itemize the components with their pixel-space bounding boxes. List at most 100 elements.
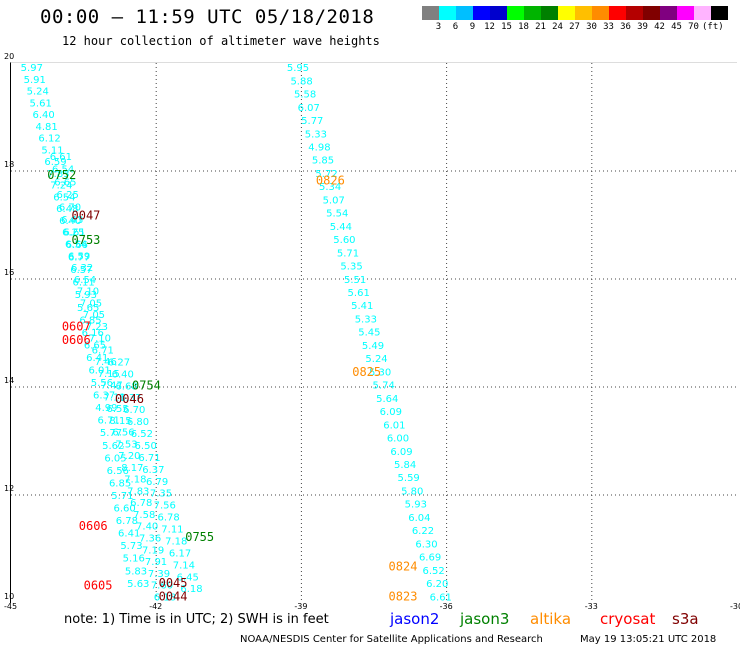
wave-height-value: 6.52 <box>423 566 445 577</box>
wave-height-value: 5.30 <box>369 367 391 378</box>
wave-height-value: 6.09 <box>380 407 402 418</box>
satellite-label: jason3 <box>460 610 510 628</box>
wave-height-value: 6.37 <box>93 391 115 402</box>
wave-height-value: 5.11 <box>41 145 63 156</box>
wave-height-value: 6.20 <box>426 579 448 590</box>
legend-swatch <box>490 6 507 20</box>
legend-swatch <box>558 6 575 20</box>
wave-height-value: 7.11 <box>103 392 125 403</box>
wave-height-value: 6.00 <box>387 434 409 445</box>
wave-height-value: 6.41 <box>118 529 140 540</box>
legend-label: 21 <box>535 22 546 32</box>
legend-label: 24 <box>552 22 563 32</box>
wave-height-value: 4.99 <box>95 403 117 414</box>
wave-height-value: 6.69 <box>419 553 441 564</box>
wave-height-value: 5.41 <box>351 301 373 312</box>
wave-height-value: 5.60 <box>333 235 355 246</box>
wave-height-value: 5.83 <box>125 566 147 577</box>
wave-height-value: 7.05 <box>80 298 102 309</box>
legend-label: 9 <box>469 22 476 32</box>
wave-height-value: 5.62 <box>102 441 124 452</box>
wave-height-value: 6.85 <box>79 315 101 326</box>
wave-height-value: 5.45 <box>358 328 380 339</box>
wave-height-value: 5.80 <box>401 486 423 497</box>
y-tick-label: 18 <box>4 160 15 169</box>
wave-height-value: 5.58 <box>294 90 316 101</box>
wave-height-value: 7.58 <box>133 510 155 521</box>
legend-swatch <box>609 6 626 20</box>
x-tick-label: -39 <box>294 602 308 611</box>
wave-height-value: 7.19 <box>142 545 164 556</box>
wave-height-value: 7.39 <box>148 569 170 580</box>
time-label: 0752 <box>47 168 76 182</box>
wave-height-value: 5.61 <box>30 98 52 109</box>
time-label: 0753 <box>72 233 101 247</box>
time-label: 0605 <box>84 579 113 593</box>
legend-swatch <box>660 6 677 20</box>
time-label: 0047 <box>72 209 101 223</box>
time-label: 0754 <box>132 379 161 393</box>
wave-height-value: 5.51 <box>344 275 366 286</box>
wave-height-value: 6.68 <box>115 381 137 392</box>
wave-height-value: 6.09 <box>390 447 412 458</box>
wave-height-value: 6.01 <box>88 366 110 377</box>
wave-height-value: 6.61 <box>430 592 452 603</box>
wave-height-value: 6.66 <box>66 240 88 251</box>
x-tick-label: -42 <box>149 602 163 611</box>
wave-height-value: 6.48 <box>56 204 78 215</box>
wave-height-value: 5.33 <box>355 314 377 325</box>
wave-height-value: 6.32 <box>71 263 93 274</box>
wave-height-value: 5.35 <box>340 262 362 273</box>
wave-height-value: 7.20 <box>118 451 140 462</box>
time-label: 0606 <box>79 519 108 533</box>
legend-label: 45 <box>671 22 682 32</box>
wave-height-value: 6.16 <box>82 328 104 339</box>
time-label: 0825 <box>352 365 381 379</box>
wave-height-value: 7.40 <box>136 522 158 533</box>
wave-height-value: 6.37 <box>142 465 164 476</box>
x-tick-label: -45 <box>4 602 18 611</box>
wave-height-value: 7.24 <box>50 181 72 192</box>
wave-height-value: 7.11 <box>161 525 183 536</box>
y-tick-label: 20 <box>4 52 15 61</box>
wave-height-value: 5.07 <box>323 195 345 206</box>
x-tick-label: -30 <box>730 602 740 611</box>
time-label: 0606 <box>62 333 91 347</box>
legend-swatch <box>422 6 439 20</box>
wave-height-value: 6.65 <box>84 340 106 351</box>
x-tick-label: -33 <box>584 602 598 611</box>
wave-height-value: 7.60 <box>151 581 173 592</box>
legend-swatch <box>592 6 609 20</box>
wave-height-value: 6.57 <box>70 265 92 276</box>
wave-height-map: 5.975.915.245.616.404.816.125.116.597.83… <box>11 63 737 603</box>
wave-height-value: 6.71 <box>92 345 114 356</box>
wave-height-value: 6.12 <box>38 134 60 145</box>
wave-height-value: 6.04 <box>408 513 430 524</box>
wave-height-value: 6.11 <box>72 278 94 289</box>
wave-height-value: 7.10 <box>89 334 111 345</box>
wave-height-value: 7.83 <box>47 169 69 180</box>
satellite-label: altika <box>530 610 572 628</box>
wave-height-value: 6.60 <box>113 504 135 515</box>
wave-height-value: 7.36 <box>139 534 161 545</box>
legend-swatch <box>456 6 473 20</box>
wave-height-value: 5.54 <box>326 209 348 220</box>
wave-height-value: 6.05 <box>104 453 126 464</box>
legend-swatch <box>626 6 643 20</box>
legend-label: 27 <box>569 22 580 32</box>
map-plot-area: 5.97 5.91 5.24 5.61 6.40 4.81 6.12 5.11 6.59 7.83… <box>10 62 737 603</box>
wave-height-value: 6.56 <box>112 428 134 439</box>
legend-swatch <box>473 6 490 20</box>
legend-label: 42 <box>654 22 665 32</box>
legend-swatch <box>541 6 558 20</box>
wave-height-value: 5.74 <box>373 381 395 392</box>
wave-height-value: 7.47 <box>101 381 123 392</box>
wave-height-value: 4.98 <box>308 142 330 153</box>
timestamp-text: May 19 13:05:21 UTC 2018 <box>580 634 717 645</box>
wave-height-value: 5.44 <box>330 222 352 233</box>
satellite-label: cryosat <box>600 610 656 628</box>
wave-height-value: 6.41 <box>86 353 108 364</box>
wave-height-value: 5.71 <box>337 248 359 259</box>
wave-height-value: 6.17 <box>169 548 191 559</box>
legend-label: 12 <box>484 22 495 32</box>
